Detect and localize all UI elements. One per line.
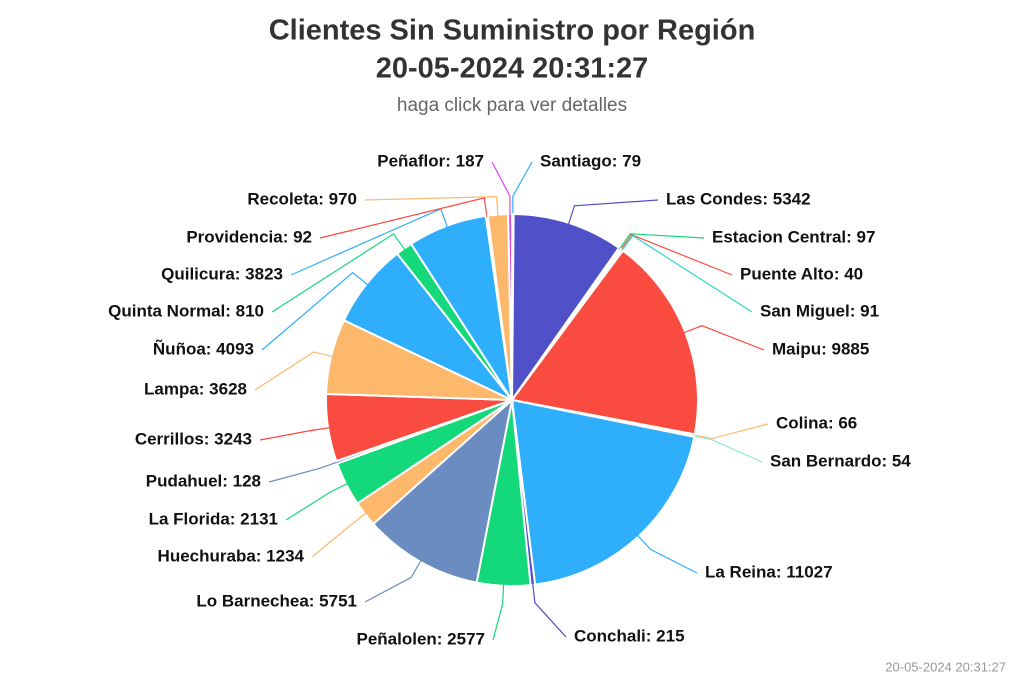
data-label: San Miguel: 91	[760, 301, 879, 320]
leader-line	[268, 461, 339, 483]
data-label: Las Condes: 5342	[666, 189, 811, 208]
leader-line	[319, 197, 488, 239]
data-label: Quinta Normal: 810	[108, 301, 264, 320]
leader-line	[512, 161, 533, 217]
leader-line	[311, 512, 367, 558]
data-label: Providencia: 92	[186, 227, 312, 246]
leader-line	[491, 161, 511, 217]
data-label: Estacion Central: 97	[712, 227, 875, 246]
leader-line	[636, 534, 698, 574]
leader-line	[254, 351, 334, 391]
leader-line	[683, 324, 765, 351]
data-label: Pudahuel: 128	[146, 471, 261, 490]
data-label: Puente Alto: 40	[740, 264, 863, 283]
leader-line	[532, 582, 567, 638]
chart-subtitle: haga click para ver detalles	[397, 95, 627, 116]
chart-title-date: 20-05-2024 20:31:27	[376, 53, 648, 85]
data-label: Maipu: 9885	[772, 339, 869, 358]
data-label: La Florida: 2131	[149, 509, 278, 528]
data-label: Cerrillos: 3243	[135, 429, 252, 448]
data-label: Conchali: 215	[574, 626, 685, 645]
data-label: Lo Barnechea: 5751	[196, 591, 357, 610]
leader-line	[261, 271, 369, 351]
leader-line	[692, 423, 769, 440]
leader-line	[620, 234, 753, 313]
leader-line	[271, 233, 406, 313]
leader-line	[285, 482, 349, 521]
leader-line	[692, 435, 763, 463]
leader-line	[567, 199, 659, 226]
data-label: Huechuraba: 1234	[158, 546, 305, 565]
leader-line	[364, 195, 499, 217]
data-label: San Bernardo: 54	[770, 451, 911, 470]
leader-line	[619, 233, 733, 276]
leader-line	[259, 427, 331, 441]
leader-line	[492, 583, 505, 641]
data-label: Ñuñoa: 4093	[153, 338, 254, 358]
footer: 20-05-2024 20:31:27	[885, 659, 1006, 674]
data-label: Colina: 66	[776, 413, 857, 432]
data-label: Recoleta: 970	[247, 189, 357, 208]
chart-title: Clientes Sin Suministro por Región	[269, 15, 756, 47]
leader-line	[618, 233, 705, 251]
data-label: Peñaflor: 187	[377, 151, 484, 170]
data-label: Lampa: 3628	[144, 379, 247, 398]
data-label: Santiago: 79	[540, 151, 641, 170]
data-label: Peñalolen: 2577	[356, 629, 485, 648]
leader-line	[364, 559, 422, 603]
data-label: Quilicura: 3823	[161, 264, 283, 283]
data-label: La Reina: 11027	[705, 562, 833, 581]
